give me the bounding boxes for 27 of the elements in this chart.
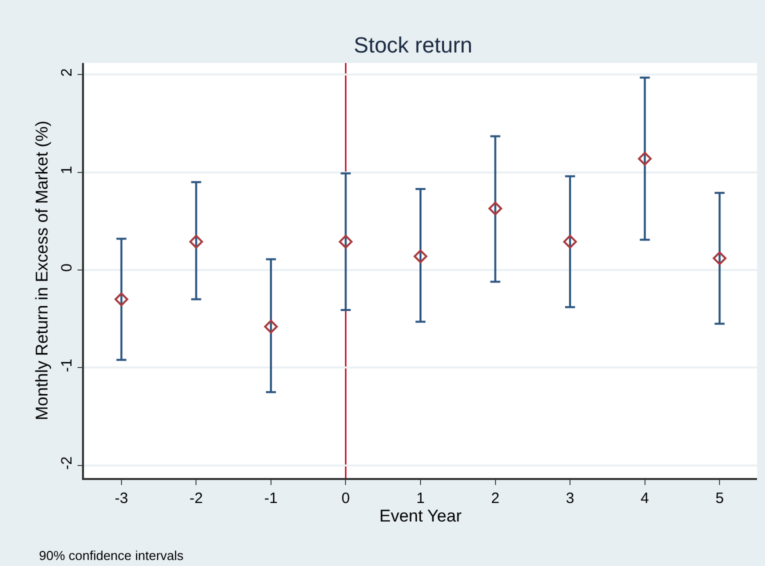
x-tick-label: 5 xyxy=(715,490,724,507)
y-tick-label: 1 xyxy=(58,166,76,174)
point xyxy=(638,152,652,166)
point xyxy=(414,249,428,264)
point xyxy=(114,292,128,306)
point xyxy=(264,320,278,334)
y-tick-label: -2 xyxy=(58,456,76,470)
point xyxy=(189,234,204,249)
point xyxy=(488,202,502,216)
x-tick-label: -3 xyxy=(114,490,128,507)
text: 90% confidence intervals xyxy=(39,548,184,563)
x-tick-label: 0 xyxy=(342,490,350,507)
x-tick-label: -1 xyxy=(264,490,278,507)
x-axis-title: Event Year xyxy=(379,506,462,526)
y-tick-label: 2 xyxy=(58,68,76,77)
x-tick-label: 1 xyxy=(416,490,425,507)
point xyxy=(338,234,353,249)
y-tick-label: -1 xyxy=(58,358,76,372)
x-tick-label: 4 xyxy=(640,490,649,507)
x-tick-label: -2 xyxy=(190,490,203,507)
y-tick-label: 0 xyxy=(58,264,76,272)
point xyxy=(712,251,726,266)
y-axis-title: Monthly Return in Excess of Market (%) xyxy=(32,120,52,420)
point xyxy=(563,234,577,249)
x-tick-label: 2 xyxy=(491,490,500,507)
chart-title: Stock return xyxy=(354,32,472,58)
x-tick-label: 3 xyxy=(566,490,574,507)
